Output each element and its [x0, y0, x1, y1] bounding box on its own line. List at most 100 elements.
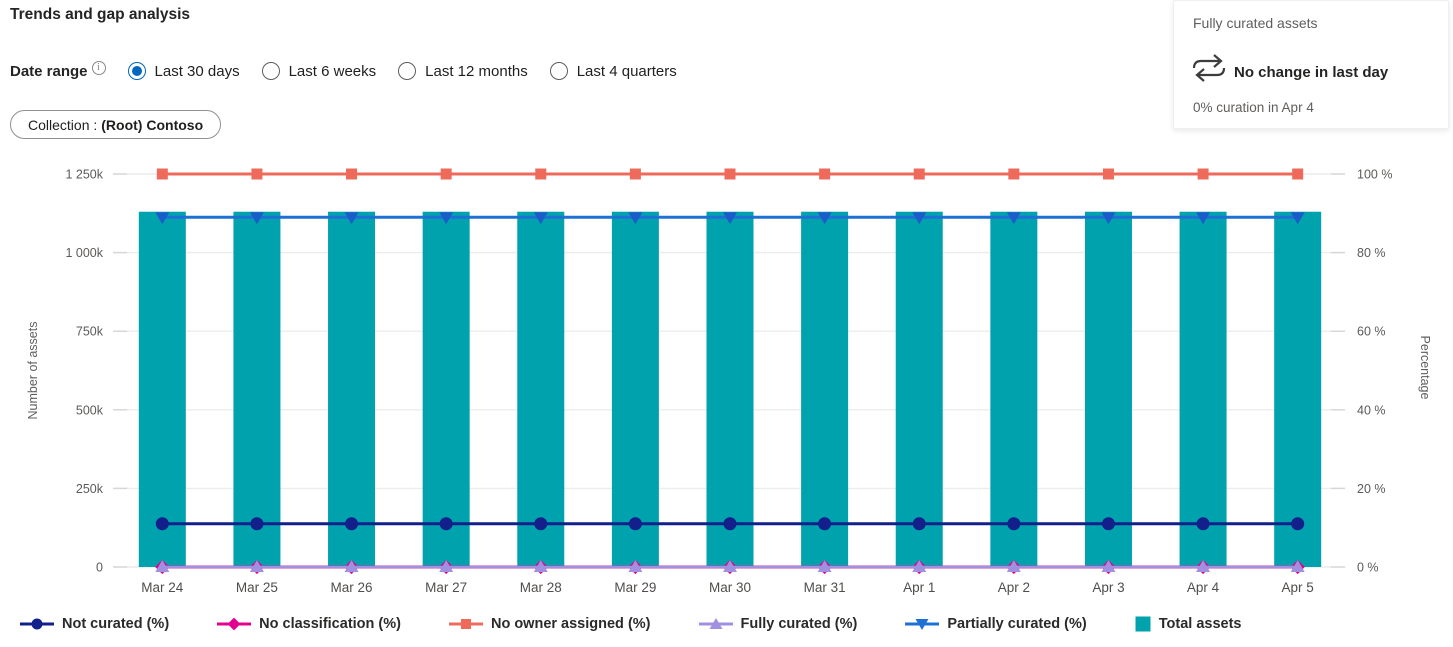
radio-option-label: Last 30 days: [154, 62, 240, 80]
x-axis-label: Mar 28: [520, 580, 562, 595]
legend-item-fully-curated[interactable]: Fully curated (%): [698, 616, 857, 632]
marker-no-owner-assigned[interactable]: [1292, 168, 1304, 180]
bar-total-assets[interactable]: [1179, 211, 1227, 567]
marker-partially-curated[interactable]: [155, 212, 170, 225]
marker-no-owner-assigned[interactable]: [1197, 168, 1209, 180]
marker-fully-curated[interactable]: [155, 560, 170, 572]
date-range-option-last-4-quarters[interactable]: Last 4 quarters: [549, 62, 677, 80]
y-axis-tick-right: 60 %: [1357, 325, 1386, 339]
summary-card-headline: No change in last day: [1234, 64, 1389, 81]
legend-label: Partially curated (%): [947, 616, 1087, 632]
marker-no-owner-assigned[interactable]: [440, 168, 452, 180]
bar-total-assets[interactable]: [1084, 211, 1132, 567]
legend-item-partially-curated[interactable]: Partially curated (%): [905, 616, 1087, 632]
marker-partially-curated[interactable]: [1196, 212, 1211, 225]
marker-fully-curated[interactable]: [1101, 560, 1116, 572]
bar-total-assets[interactable]: [517, 211, 565, 567]
bar-total-assets[interactable]: [611, 211, 659, 567]
marker-not-curated[interactable]: [1196, 517, 1210, 531]
y-axis-tick-left: 250k: [76, 482, 104, 496]
bar-total-assets[interactable]: [1274, 211, 1322, 567]
y-axis-title-left: Number of assets: [26, 322, 40, 420]
date-range-option-last-30-days[interactable]: Last 30 days: [127, 62, 240, 80]
marker-not-curated[interactable]: [1007, 517, 1021, 531]
radio-icon[interactable]: [549, 62, 568, 80]
bar-total-assets[interactable]: [233, 211, 281, 567]
bar-total-assets[interactable]: [801, 211, 849, 567]
marker-fully-curated[interactable]: [628, 560, 643, 572]
trend-chart[interactable]: 0 0 % 250k 20 % 500k 40 % 750k 60 % 1 000k 80 % 1 …: [0, 0, 1453, 610]
marker-not-curated[interactable]: [1101, 517, 1115, 531]
marker-not-curated[interactable]: [534, 517, 548, 531]
legend-item-not-curated[interactable]: Not curated (%): [20, 616, 169, 632]
radio-icon[interactable]: [127, 62, 146, 80]
radio-option-label: Last 4 quarters: [576, 62, 677, 80]
marker-not-curated[interactable]: [250, 517, 264, 531]
x-axis-label: Apr 2: [998, 580, 1030, 595]
marker-not-curated[interactable]: [439, 517, 453, 531]
y-axis-title-right: Percentage: [1418, 336, 1432, 400]
x-axis-label: Mar 29: [614, 580, 656, 595]
bar-total-assets[interactable]: [138, 211, 186, 567]
marker-partially-curated[interactable]: [533, 212, 548, 225]
legend-label: No owner assigned (%): [490, 616, 651, 632]
marker-fully-curated[interactable]: [249, 560, 264, 572]
marker-not-curated[interactable]: [818, 517, 832, 531]
marker-fully-curated[interactable]: [439, 560, 454, 572]
marker-no-owner-assigned[interactable]: [346, 168, 358, 180]
marker-partially-curated[interactable]: [1290, 212, 1305, 225]
marker-partially-curated[interactable]: [912, 212, 927, 225]
bar-total-assets[interactable]: [422, 211, 470, 567]
collection-filter-pill[interactable]: Collection : (Root) Contoso: [10, 110, 222, 139]
marker-not-curated[interactable]: [1291, 517, 1305, 531]
marker-fully-curated[interactable]: [723, 560, 737, 572]
marker-not-curated[interactable]: [912, 517, 926, 531]
marker-no-owner-assigned[interactable]: [535, 168, 547, 180]
marker-partially-curated[interactable]: [1101, 212, 1116, 225]
x-axis-label: Mar 30: [709, 580, 751, 595]
radio-option-label: Last 12 months: [425, 62, 528, 80]
bar-total-assets[interactable]: [706, 211, 754, 567]
marker-no-owner-assigned[interactable]: [629, 168, 641, 180]
square-legend-icon: [448, 619, 483, 629]
marker-partially-curated[interactable]: [817, 212, 832, 225]
info-circle-icon[interactable]: i: [91, 61, 106, 75]
marker-not-curated[interactable]: [628, 517, 642, 531]
bar-total-assets[interactable]: [990, 211, 1038, 567]
radio-icon[interactable]: [398, 62, 417, 80]
legend-item-total-assets[interactable]: Total assets: [1135, 616, 1242, 632]
marker-fully-curated[interactable]: [533, 560, 548, 572]
marker-no-owner-assigned[interactable]: [1102, 168, 1114, 180]
marker-no-owner-assigned[interactable]: [913, 168, 925, 180]
y-axis-tick-right: 20 %: [1357, 482, 1386, 496]
marker-partially-curated[interactable]: [439, 212, 454, 225]
marker-no-owner-assigned[interactable]: [251, 168, 263, 180]
radio-icon[interactable]: [261, 62, 280, 80]
marker-partially-curated[interactable]: [249, 212, 264, 225]
marker-not-curated[interactable]: [345, 517, 359, 531]
date-range-option-last-6-weeks[interactable]: Last 6 weeks: [261, 62, 376, 80]
marker-not-curated[interactable]: [723, 517, 737, 531]
marker-partially-curated[interactable]: [1006, 212, 1021, 225]
marker-fully-curated[interactable]: [344, 560, 359, 572]
marker-no-owner-assigned[interactable]: [819, 168, 831, 180]
chart-svg[interactable]: 0 0 % 250k 20 % 500k 40 % 750k 60 % 1 000k 80 % 1 …: [0, 0, 1453, 610]
legend-item-no-owner-assigned[interactable]: No owner assigned (%): [448, 616, 651, 632]
bar-total-assets[interactable]: [895, 211, 943, 567]
marker-partially-curated[interactable]: [628, 212, 643, 225]
marker-fully-curated[interactable]: [912, 560, 927, 572]
marker-fully-curated[interactable]: [1196, 560, 1211, 572]
legend-item-no-classification[interactable]: No classification (%): [217, 616, 401, 632]
marker-partially-curated[interactable]: [723, 212, 737, 225]
marker-fully-curated[interactable]: [1290, 560, 1305, 572]
marker-not-curated[interactable]: [155, 517, 169, 531]
marker-partially-curated[interactable]: [344, 212, 359, 225]
marker-no-owner-assigned[interactable]: [156, 168, 168, 180]
bar-total-assets[interactable]: [328, 211, 376, 567]
marker-no-owner-assigned[interactable]: [1008, 168, 1020, 180]
date-range-option-last-12-months[interactable]: Last 12 months: [398, 62, 528, 80]
marker-no-owner-assigned[interactable]: [724, 168, 736, 180]
marker-fully-curated[interactable]: [817, 560, 832, 572]
marker-fully-curated[interactable]: [1006, 560, 1021, 572]
y-axis-tick-right: 100 %: [1357, 168, 1392, 182]
